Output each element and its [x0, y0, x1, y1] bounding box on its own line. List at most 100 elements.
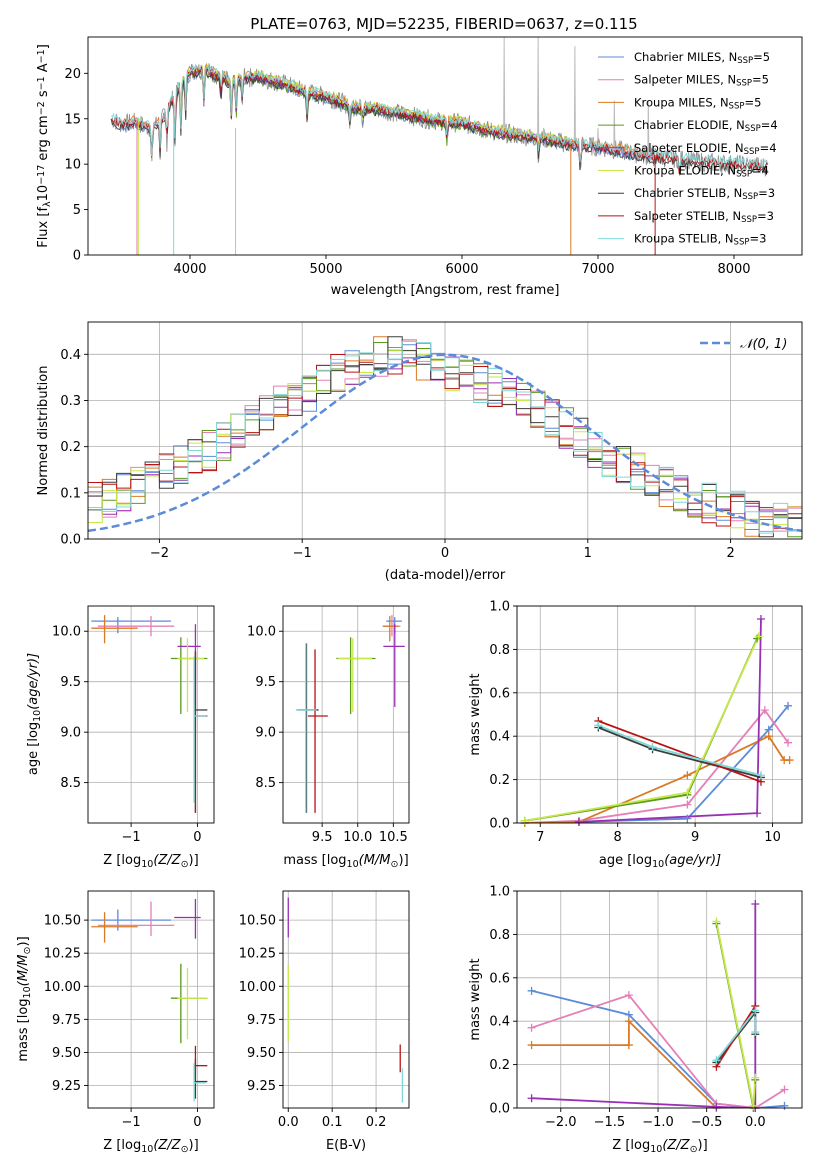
y-tick-label: 0.2 [489, 773, 510, 788]
legend-sub: SSP [737, 56, 753, 66]
x-tick-label: 0.2 [366, 1115, 387, 1130]
y-tick-label: 10.50 [44, 914, 81, 929]
histogram-salp_stelib [88, 354, 802, 529]
x-tick-label: 0.1 [322, 1115, 343, 1130]
x-tick-label: 0 [193, 1115, 201, 1130]
label-part: age [log [26, 722, 41, 775]
x-tick-label: 0 [193, 830, 201, 845]
legend-entry: Salpeter STELIB, NSSP=3 [634, 209, 774, 225]
y-tick-label: 10.25 [239, 947, 276, 962]
model-spectrum-krou_elodie [175, 64, 571, 155]
legend-entry: Salpeter MILES, NSSP=5 [634, 73, 769, 89]
legend-name: Salpeter MILES, N [634, 73, 736, 87]
label-part: 10 [652, 859, 664, 870]
y-tick-label: 20 [64, 67, 81, 82]
label-part: 10 [22, 986, 33, 998]
x-tick-label: −2 [150, 546, 169, 561]
label-part: 10 [32, 710, 43, 722]
label-part: ⊙ [391, 859, 399, 870]
weight-marker [751, 1073, 760, 1082]
weight-marker [683, 800, 692, 809]
legend-suffix: =5 [753, 50, 770, 64]
y-tick-label: 0.3 [60, 394, 81, 409]
model-spectrum-krou_stelib [110, 63, 768, 169]
legend-name: Kroupa ELODIE, N [634, 164, 736, 178]
y-tick-label: 0.0 [489, 1102, 510, 1117]
weight-marker [756, 771, 765, 780]
sky-spike [647, 100, 650, 157]
x-tick-label: 6000 [445, 262, 478, 277]
weight-marker [683, 788, 692, 797]
x-tick-label: −1.5 [594, 1115, 626, 1130]
x-tick-label: −2.0 [545, 1115, 577, 1130]
mass_vs_ebv-plot-area [283, 891, 409, 1108]
y-tick-label: 10 [64, 158, 81, 173]
spectrum-ylabel: Flux [fλ10−17 erg cm−2 s−1 A−1] [36, 44, 53, 248]
weight_vs_Z-ylabel: mass weight [468, 958, 483, 1040]
residuals-axes-frame [87, 321, 803, 540]
legend-name: Kroupa STELIB, N [634, 232, 734, 246]
ageMass-xlabel: mass [log10(M/M⊙)] [283, 853, 408, 870]
x-tick-label: 0.0 [278, 1115, 299, 1130]
massZ-ylabel: mass [log10(M/M⊙)] [16, 936, 33, 1061]
label-part: )] [698, 1138, 708, 1153]
y-tick-label: 10.00 [44, 980, 81, 995]
x-tick-label: 8000 [717, 262, 750, 277]
massEbv-xlabel: E(B-V) [326, 1138, 366, 1153]
legend-name: Chabrier ELODIE, N [634, 118, 745, 132]
y-tick-label: 10.0 [247, 625, 276, 640]
weightAge-xlabel: age [log10(age/yr)] [599, 853, 721, 870]
label-part: (Z/Z [153, 853, 181, 868]
weight-marker [780, 1101, 789, 1110]
weight-marker [760, 706, 769, 715]
weight-marker [683, 814, 692, 823]
label-part: (age/yr)] [664, 853, 721, 868]
label-part: −1 [36, 76, 47, 90]
x-tick-label: −0.5 [691, 1115, 723, 1130]
y-tick-label: 0.6 [489, 971, 510, 986]
legend-sub: SSP [736, 170, 752, 180]
y-tick-label: 10.0 [52, 625, 81, 640]
weight-marker [749, 1101, 758, 1110]
label-part: ⊙ [181, 859, 189, 870]
legend-sub: SSP [744, 147, 760, 157]
y-tick-label: 0.8 [489, 643, 510, 658]
y-tick-label: 0.8 [489, 928, 510, 943]
x-tick-label: 10 [764, 830, 781, 845]
weight-marker [648, 743, 657, 752]
legend-suffix: =4 [760, 141, 777, 155]
weight-marker [594, 721, 603, 730]
weight-marker [683, 771, 692, 780]
weight-line-krou_stelib [597, 724, 762, 777]
x-tick-label: 4000 [173, 262, 206, 277]
weight-line-salp_miles [524, 708, 789, 823]
label-part: 10 [141, 859, 153, 870]
label-part: λ [42, 201, 53, 207]
label-part: (Z/Z [153, 1138, 181, 1153]
label-part: (M/M [359, 853, 391, 868]
weight-marker [520, 816, 529, 825]
mass_vs_ebv-axes-frame [282, 890, 410, 1109]
label-part: (age/yr)] [26, 653, 41, 710]
weight-line-salp_stelib [597, 720, 762, 783]
label-part: )] [16, 936, 31, 946]
x-tick-label: 2 [726, 546, 734, 561]
y-tick-label: 15 [64, 112, 81, 127]
weight-marker [780, 1085, 789, 1094]
age_vs_Z-axes-frame [87, 605, 215, 824]
y-tick-label: 9.5 [60, 675, 81, 690]
weight-marker [712, 1056, 721, 1065]
y-tick-label: 8.5 [255, 776, 276, 791]
label-part: A [36, 63, 51, 76]
legend-name: Kroupa MILES, N [634, 95, 729, 109]
x-tick-label: −1.0 [642, 1115, 674, 1130]
label-part: ] [36, 44, 51, 49]
label-part: 10 [36, 185, 51, 202]
residuals-plot-area [88, 322, 802, 539]
x-tick-label: 8 [614, 830, 622, 845]
y-tick-label: 10.50 [239, 914, 276, 929]
y-tick-label: 9.0 [60, 726, 81, 741]
legend-sub: SSP [745, 124, 761, 134]
y-tick-label: 0.2 [60, 440, 81, 455]
y-tick-label: 0.6 [489, 686, 510, 701]
